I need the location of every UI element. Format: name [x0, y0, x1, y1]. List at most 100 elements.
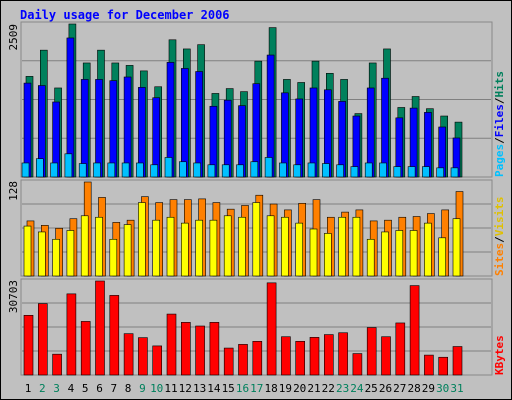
pages-bar — [450, 167, 459, 178]
pages-bar — [150, 164, 158, 178]
visits-bar — [309, 228, 318, 277]
day-label: 14 — [207, 382, 221, 395]
visits-bar — [223, 215, 232, 277]
kbytes-bar — [209, 322, 220, 376]
kbytes-bar — [109, 295, 120, 376]
legend-files: Files — [493, 104, 506, 137]
legend-hits: Hits — [493, 71, 506, 98]
kbytes-bar — [80, 321, 91, 376]
kbytes-bar — [409, 285, 420, 376]
visits-bar — [52, 238, 60, 277]
day-label: 31 — [450, 382, 463, 395]
visits-bar — [123, 224, 132, 277]
pages-bar — [321, 163, 330, 178]
day-label: 22 — [322, 382, 335, 395]
kbytes-bar — [238, 344, 248, 376]
visits-bar — [209, 219, 218, 277]
day-label: 6 — [96, 382, 103, 395]
pages-bar — [379, 162, 387, 178]
day-label: 9 — [139, 382, 146, 395]
files-bar — [195, 71, 203, 178]
pages-bar — [50, 162, 58, 178]
visits-bar — [37, 231, 46, 277]
day-label: 17 — [250, 382, 263, 395]
pages-bar — [293, 164, 302, 178]
visits-bar — [181, 222, 189, 277]
pages-bar — [221, 164, 230, 178]
kbytes-bar — [138, 337, 148, 376]
day-label: 7 — [110, 382, 117, 395]
hits-legend: Pages/Files/Hits — [493, 71, 506, 177]
visits-bar — [109, 238, 118, 277]
day-label: 16 — [236, 382, 249, 395]
visits-bar — [252, 202, 261, 277]
kbytes-bar — [438, 356, 449, 376]
visits-bar — [80, 215, 89, 277]
visits-bar — [366, 238, 375, 277]
kbytes-legend: KBytes — [493, 335, 506, 375]
files-bar — [381, 77, 389, 178]
kbytes-bar — [323, 334, 334, 376]
day-label: 1 — [25, 382, 32, 395]
day-label: 13 — [193, 382, 206, 395]
kbytes-bar — [95, 280, 105, 376]
day-label: 5 — [82, 382, 89, 395]
legend-pages: Pages — [493, 144, 506, 177]
pages-bar — [364, 162, 373, 178]
kbytes-bar — [123, 333, 134, 376]
day-label: 4 — [68, 382, 75, 395]
kbytes-bar — [23, 314, 34, 376]
day-label: 20 — [293, 382, 306, 395]
day-label: 24 — [350, 382, 364, 395]
pages-bar — [64, 153, 73, 178]
day-label: 19 — [279, 382, 292, 395]
hits-panel-max-label: 2509 — [7, 24, 20, 51]
pages-bar — [393, 166, 402, 178]
visits-bar — [166, 216, 175, 277]
day-label: 25 — [365, 382, 378, 395]
day-label: 2 — [39, 382, 46, 395]
day-label: 21 — [307, 382, 320, 395]
kbytes-bar — [223, 347, 234, 376]
day-label: 18 — [264, 382, 277, 395]
kbytes-bar — [152, 345, 162, 376]
bars-layer — [21, 23, 464, 376]
visits-bar — [409, 230, 418, 277]
visits-bar — [66, 230, 75, 277]
visits-bar — [424, 222, 432, 277]
kbytes-bar — [381, 336, 391, 376]
visits-bar — [95, 216, 103, 277]
day-label: 23 — [336, 382, 349, 395]
day-label: 15 — [222, 382, 235, 395]
kbytes-bar — [281, 336, 291, 376]
visits-bar — [281, 216, 289, 277]
x-axis-day-labels: 1 2 3 4 5 6 7 8 9 10 11 12 13 14 15 16 17 18 19 20 21 22 23 24 2… — [25, 382, 464, 395]
pages-bar — [93, 162, 101, 178]
day-label: 8 — [125, 382, 132, 395]
kbytes-bar — [295, 341, 306, 376]
kbytes-bar — [366, 327, 377, 376]
kbytes-bar — [352, 353, 363, 376]
files-bar — [181, 68, 189, 178]
legend-sites: Sites — [493, 243, 506, 276]
visits-bar — [352, 216, 361, 277]
kbytes-bar — [395, 322, 406, 376]
kbytes-bar — [309, 337, 320, 376]
kbytes-bar — [195, 325, 205, 376]
visits-bar — [323, 233, 332, 277]
visits-bar — [23, 225, 32, 277]
kbytes-bar — [37, 303, 48, 376]
day-label: 29 — [422, 382, 435, 395]
visits-bar — [152, 219, 160, 277]
legend-sep: / — [493, 236, 506, 243]
pages-bar — [407, 166, 416, 178]
day-label: 3 — [53, 382, 60, 395]
pages-bar — [236, 164, 244, 178]
visits-bar — [266, 215, 275, 277]
kbytes-bar — [181, 322, 191, 376]
kbytes-bar — [338, 332, 348, 376]
pages-bar — [350, 166, 359, 178]
pages-bar — [164, 157, 173, 178]
kbytes-bar — [452, 346, 463, 376]
